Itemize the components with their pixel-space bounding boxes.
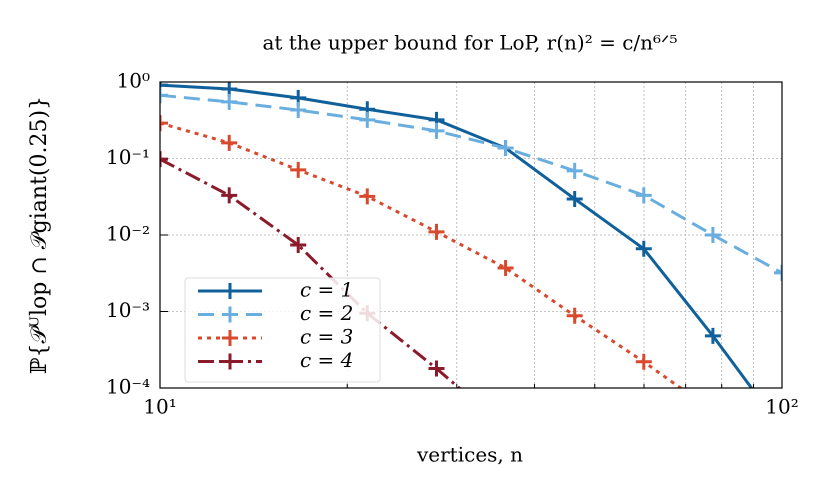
legend-marker — [222, 353, 238, 370]
marker — [160, 87, 168, 104]
marker — [428, 360, 445, 377]
marker — [497, 140, 514, 157]
legend-marker — [222, 283, 238, 299]
marker — [160, 82, 168, 94]
marker — [635, 353, 652, 370]
chart-title: at the upper bound for LoP, r(n)² = c/n⁶… — [262, 31, 677, 55]
x-tick-label: 10² — [765, 395, 798, 419]
marker — [290, 102, 307, 119]
legend-label: c = 1 — [300, 278, 353, 302]
marker — [290, 237, 307, 254]
legend-marker — [222, 330, 238, 346]
legend-label: c = 4 — [300, 348, 353, 372]
legend-box — [184, 277, 381, 383]
y-tick-label: 10⁻⁴ — [106, 375, 150, 399]
plot-frame — [159, 81, 783, 389]
marker — [774, 264, 782, 281]
marker — [704, 227, 721, 243]
marker — [497, 260, 514, 277]
marker — [498, 420, 514, 436]
legend-label: c = 2 — [300, 301, 353, 325]
marker — [705, 403, 721, 419]
marker — [359, 188, 376, 205]
legend-marker — [222, 306, 238, 323]
x-tick-label: 10¹ — [143, 395, 176, 419]
marker — [221, 187, 238, 204]
y-axis-label: ℙ{𝒫ᵁlop ∩ 𝒫giant(0.25)} — [27, 96, 52, 374]
series-line — [160, 83, 754, 388]
marker — [428, 122, 445, 139]
plot-area — [160, 82, 790, 437]
y-tick-label: 10⁻³ — [106, 298, 150, 322]
marker — [566, 190, 583, 207]
y-tick-label: 10⁻² — [106, 222, 150, 246]
y-tick-label: 10⁰ — [117, 69, 150, 93]
y-tick-label: 10⁻¹ — [106, 145, 150, 169]
marker — [290, 161, 307, 178]
legend-label: c = 3 — [300, 325, 353, 349]
marker — [428, 223, 445, 240]
marker — [359, 111, 376, 128]
marker — [566, 162, 583, 179]
marker — [635, 240, 652, 257]
marker — [635, 187, 652, 204]
x-axis-label: vertices, n — [416, 443, 523, 467]
marker — [704, 327, 721, 344]
series-line — [160, 93, 782, 275]
marker — [160, 115, 168, 132]
marker — [774, 421, 790, 437]
marker — [221, 93, 238, 110]
marker — [221, 134, 238, 151]
marker — [566, 307, 583, 324]
marker — [160, 151, 168, 168]
